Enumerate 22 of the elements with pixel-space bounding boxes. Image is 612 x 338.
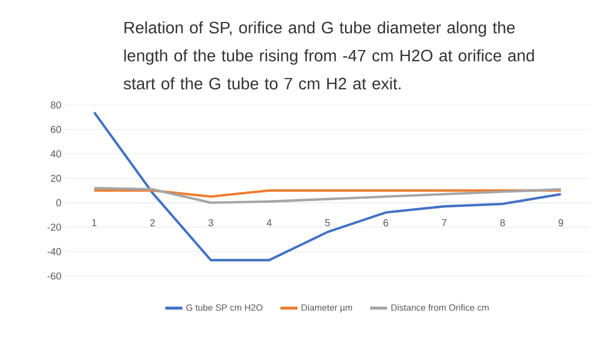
x-tick-label: 6 (384, 219, 388, 226)
y-tick-label: -60 (47, 272, 62, 280)
y-tick-label: 60 (50, 126, 62, 133)
x-tick-label: 2 (150, 219, 155, 226)
legend-label: G tube SP cm H2O (186, 304, 262, 311)
y-tick-label: 80 (50, 101, 62, 109)
y-tick-label: -20 (47, 224, 62, 231)
x-tick-label: 4 (266, 219, 272, 226)
y-tick-label: 20 (50, 174, 62, 182)
x-tick-label: 5 (325, 219, 330, 226)
y-tick-label: -40 (47, 248, 62, 256)
line-series (92, 111, 562, 262)
x-tick-label: 3 (208, 219, 214, 226)
x-tick-label: 7 (442, 219, 446, 226)
x-tick-label: 1 (92, 219, 96, 226)
legend-label: Diameter µm (302, 304, 352, 313)
y-tick-label: 40 (50, 150, 62, 158)
x-tick-label: 9 (558, 219, 564, 226)
chart-title: Relation of SP, orifice and G tube diameter along the length of the tube rising from -47 cm H2O at orifice and start of the G tube to 7 cm H2 at exit. (124, 21, 534, 90)
y-tick-label: 0 (56, 199, 62, 206)
legend-label: Distance from Orifice cm (391, 304, 489, 311)
x-tick-label: 8 (500, 219, 505, 226)
